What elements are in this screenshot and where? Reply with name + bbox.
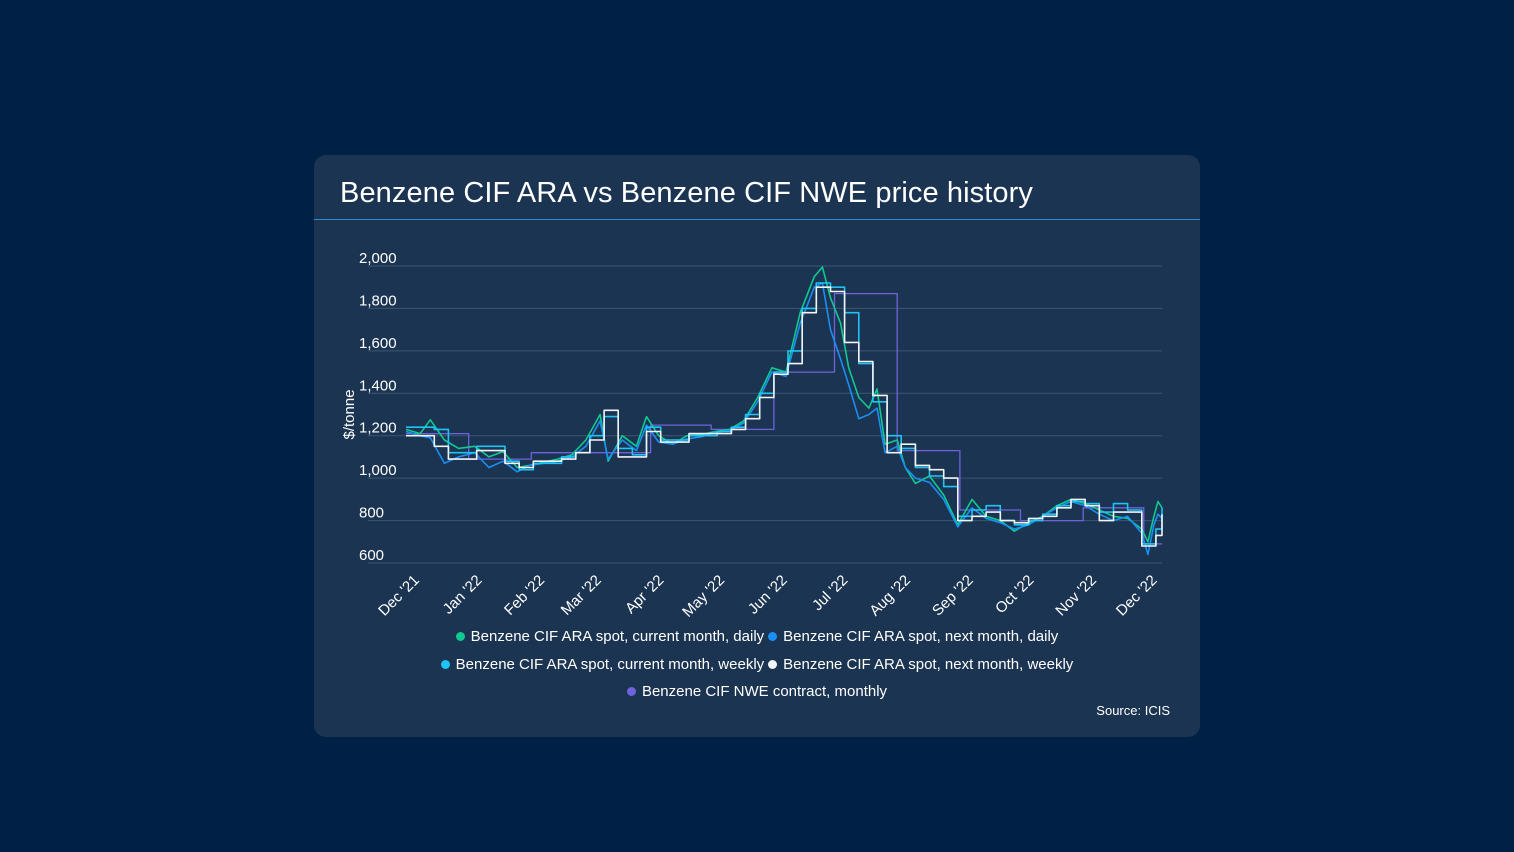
y-tick-label: 1,000	[359, 462, 397, 479]
y-tick-label: 800	[359, 505, 384, 522]
series-line-4	[406, 286, 1163, 547]
legend-label: Benzene CIF ARA spot, current month, dai…	[470, 628, 765, 645]
y-tick-label: 2,000	[359, 250, 397, 267]
x-tick-label: Sep '22	[929, 572, 977, 620]
x-tick-label: Nov '22	[1052, 572, 1100, 620]
legend-label: Benzene CIF ARA spot, next month, weekly	[783, 655, 1074, 673]
legend-dot-icon	[768, 632, 778, 641]
chart-card: Benzene CIF ARA vs Benzene CIF NWE price…	[314, 155, 1200, 737]
series-line-5	[406, 292, 1162, 545]
legend-item[interactable]: Benzene CIF NWE contract, monthly	[626, 682, 888, 702]
x-tick-label: Jan '22	[440, 572, 486, 618]
source-note: Source: ICIS	[1096, 703, 1170, 718]
y-tick-label: 1,400	[359, 377, 397, 394]
y-tick-label: 1,200	[359, 420, 397, 437]
legend-item[interactable]: Benzene CIF ARA spot, current month, wee…	[440, 655, 765, 675]
x-tick-label: Mar '22	[558, 572, 605, 619]
legend-row: Benzene CIF NWE contract, monthly	[314, 682, 1200, 710]
series-line-3	[406, 282, 1163, 545]
x-tick-label: Jul '22	[809, 572, 851, 614]
legend-row: Benzene CIF ARA spot, current month, wee…	[314, 655, 1200, 683]
legend-item[interactable]: Benzene CIF ARA spot, next month, daily	[768, 627, 1058, 647]
legend-label: Benzene CIF ARA spot, next month, daily	[783, 628, 1059, 645]
x-tick-label: Aug '22	[866, 572, 914, 620]
legend-label: Benzene CIF ARA spot, current month, wee…	[455, 655, 765, 673]
chart-legend: Benzene CIF ARA spot, current month, dai…	[314, 627, 1200, 710]
y-tick-label: 600	[359, 547, 384, 564]
x-tick-label: Oct '22	[992, 572, 1037, 617]
title-divider	[314, 219, 1200, 220]
x-tick-label: May '22	[679, 572, 728, 621]
x-tick-label: Feb '22	[501, 572, 548, 619]
legend-dot-icon	[455, 632, 465, 641]
legend-dot-icon	[440, 659, 450, 669]
x-tick-label: Dec '22	[1113, 572, 1161, 620]
x-tick-label: Dec '21	[375, 572, 423, 620]
legend-item[interactable]: Benzene CIF ARA spot, next month, weekly	[768, 655, 1073, 675]
y-tick-label: 1,800	[359, 292, 397, 309]
x-tick-label: Apr '22	[622, 572, 667, 617]
line-chart: 600 800 1,000 1,200 1,400 1,600 1,800 2,000 $/to…	[341, 250, 1163, 621]
chart-title: Benzene CIF ARA vs Benzene CIF NWE price…	[340, 177, 1034, 209]
legend-label: Benzene CIF NWE contract, monthly	[641, 683, 888, 700]
legend-row: Benzene CIF ARA spot, current month, dai…	[314, 627, 1200, 655]
legend-dot-icon	[768, 659, 778, 669]
legend-dot-icon	[626, 687, 636, 696]
x-tick-label: Jun '22	[745, 572, 791, 618]
y-tick-label: 1,600	[359, 335, 397, 352]
y-axis-title: $/tonne	[341, 389, 358, 439]
legend-item[interactable]: Benzene CIF ARA spot, current month, dai…	[455, 627, 765, 647]
